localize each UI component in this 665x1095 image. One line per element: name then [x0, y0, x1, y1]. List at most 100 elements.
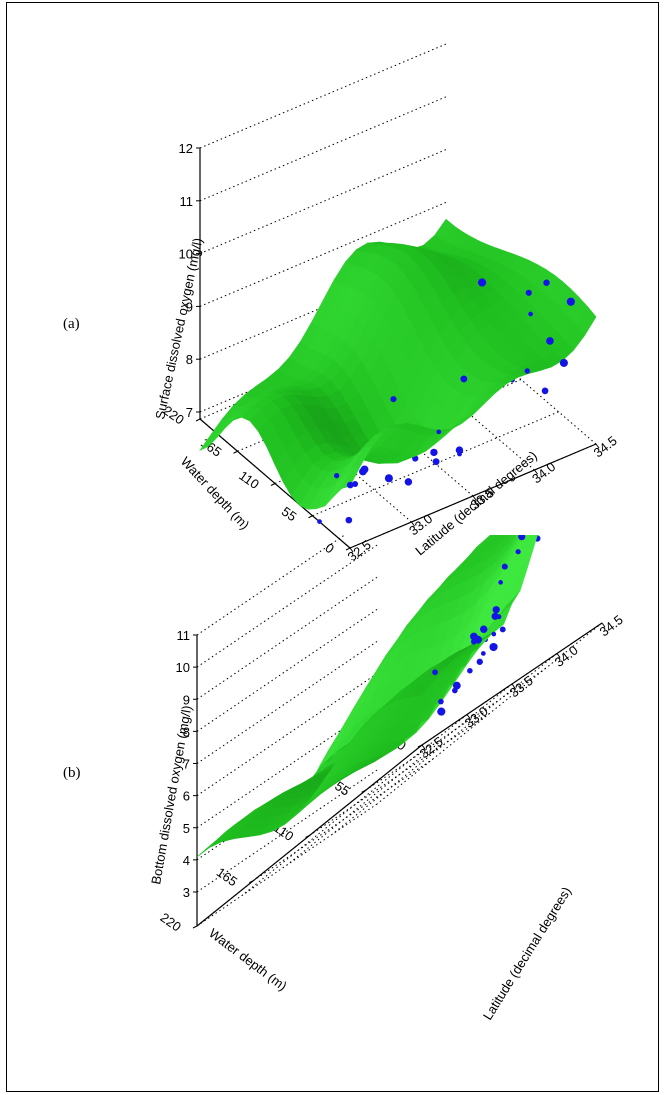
x-tick-label: 34.5	[591, 433, 620, 460]
observation-point	[476, 658, 483, 665]
x-tick-mark	[511, 683, 516, 689]
observation-point	[566, 297, 575, 306]
y-tick-mark	[308, 515, 313, 519]
observation-point	[452, 681, 461, 690]
z-tick-label: 9	[183, 692, 190, 707]
wall-grid-line	[196, 673, 378, 797]
z-tick-label: 7	[183, 757, 190, 772]
observation-point	[492, 606, 500, 614]
wall-grid-line	[196, 535, 346, 636]
chart-a-surface-plot: Surface dissolved oxygen (mg/l) Water de…	[152, 43, 620, 560]
observation-point	[432, 669, 438, 676]
x-tick-mark	[601, 622, 606, 628]
observation-point	[559, 358, 568, 367]
x-tick-label: 34.5	[597, 612, 626, 639]
wall-grid-line	[196, 608, 378, 732]
wall-grid-line	[199, 149, 447, 255]
x-tick-label: 34.0	[552, 642, 581, 669]
floor-grid-line	[309, 713, 490, 836]
z-tick-label: 11	[180, 194, 194, 209]
observation-point	[437, 707, 446, 716]
x-tick-mark	[595, 443, 600, 449]
surface-facet	[523, 535, 538, 555]
observation-point	[404, 478, 413, 486]
observation-point	[352, 481, 359, 487]
y-tick-label: 110	[236, 468, 262, 492]
x-tick-mark	[534, 469, 538, 475]
observation-point	[499, 626, 506, 633]
panel-label-b: (b)	[63, 765, 81, 781]
floor-grid-line	[196, 803, 378, 927]
surface-facet	[514, 535, 517, 538]
x-tick-mark	[421, 744, 426, 750]
figure-frame	[6, 2, 659, 1092]
z-tick-label: 6	[183, 789, 190, 804]
z-tick-label: 8	[186, 352, 193, 367]
surface-facet	[510, 535, 522, 551]
observation-point	[480, 625, 488, 633]
x-tick-mark	[466, 714, 471, 719]
observation-point	[432, 458, 440, 466]
observation-point	[334, 473, 340, 479]
wall-grid-line	[196, 769, 378, 893]
surface-facet	[510, 535, 513, 537]
y-tick-mark	[345, 547, 351, 551]
wall-grid-line	[196, 544, 378, 668]
observation-point	[359, 467, 367, 476]
observation-point	[390, 396, 397, 403]
observation-point	[346, 481, 354, 489]
chart-b-ylabel: Water depth (m)	[206, 925, 290, 993]
observation-point	[384, 474, 393, 483]
z-tick-label: 8	[183, 724, 190, 739]
observation-point	[491, 612, 499, 620]
z-tick-label: 10	[179, 247, 193, 262]
observation-point	[528, 311, 533, 317]
wall-grid-line	[196, 576, 378, 700]
x-tick-label: 32.5	[417, 734, 446, 761]
observation-point	[541, 387, 549, 395]
y-tick-mark	[270, 483, 276, 486]
observation-point	[455, 446, 464, 454]
observation-point	[438, 698, 444, 705]
z-tick-label: 12	[179, 141, 193, 156]
z-tick-label: 7	[186, 405, 193, 420]
observation-point	[480, 651, 486, 656]
observation-point	[546, 337, 554, 345]
surface-facet	[493, 535, 503, 540]
floor-grid-line	[384, 340, 535, 471]
y-tick-label: 55	[332, 778, 352, 799]
observation-point	[524, 368, 530, 374]
floor-grid-line	[322, 366, 474, 497]
chart-a-ylabel: Water depth (m)	[178, 454, 253, 533]
y-tick-mark	[233, 450, 238, 454]
observation-point	[477, 278, 487, 287]
observation-point	[460, 375, 468, 383]
wall-grid-line	[199, 96, 447, 202]
z-tick-label: 11	[177, 628, 191, 643]
x-tick-mark	[411, 521, 415, 527]
surface-facet	[481, 535, 498, 548]
x-tick-label: 33.0	[462, 703, 491, 730]
x-axis-line	[421, 622, 603, 746]
y-tick-mark	[249, 880, 254, 884]
y-tick-mark	[192, 925, 198, 929]
observation-point	[543, 279, 550, 286]
observation-point	[467, 667, 473, 674]
y-tick-mark	[417, 744, 423, 748]
z-tick-label: 9	[186, 299, 193, 314]
x-tick-mark	[472, 495, 477, 501]
surface-facet	[576, 306, 597, 336]
floor-grid-line	[365, 667, 547, 791]
z-tick-label: 4	[183, 853, 190, 868]
floor-grid-line	[252, 758, 434, 882]
observation-point	[515, 549, 521, 555]
observation-point	[471, 638, 477, 645]
observation-point	[491, 631, 497, 637]
observation-point	[498, 580, 503, 585]
observation-point	[317, 519, 322, 524]
y-tick-label: 55	[279, 504, 299, 525]
panel-label-a: (a)	[63, 316, 80, 332]
z-tick-label: 10	[176, 660, 190, 675]
y-tick-label: 220	[158, 910, 184, 935]
observation-point	[489, 642, 498, 652]
